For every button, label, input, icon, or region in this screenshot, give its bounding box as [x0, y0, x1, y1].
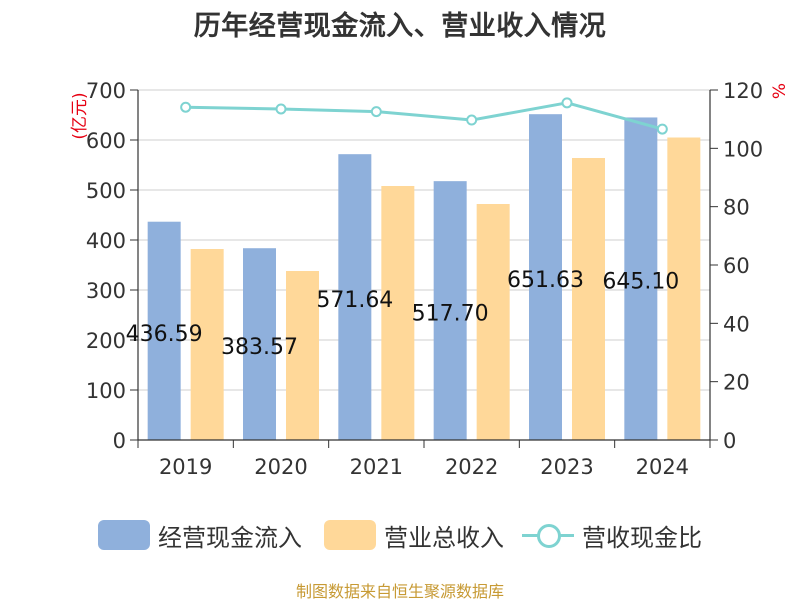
x-axis-tick-label: 2021 — [350, 455, 403, 479]
cash-ratio-point — [466, 114, 478, 126]
cash-inflow-data-label: 651.63 — [507, 268, 584, 293]
cash-ratio-point — [561, 97, 573, 109]
bar-cash-inflow — [624, 117, 658, 440]
bar-total-revenue — [190, 249, 224, 440]
bar-total-revenue — [286, 271, 319, 440]
label-layer: 436.59 383.57 571.64 517.70 651.63 645.10 — [126, 268, 680, 360]
legend-label-total-revenue: 营业总收入 — [384, 523, 504, 552]
data-source-footer: 制图数据来自恒生聚源数据库 — [295, 582, 504, 601]
bar-total-revenue — [572, 158, 605, 440]
x-axis-tick-label: 2020 — [254, 455, 307, 479]
legend-item-cash-inflow[interactable]: 经营现金流入 — [98, 515, 302, 555]
right-axis-tick-label: 40 — [723, 312, 750, 336]
right-axis-unit-label: % — [770, 83, 790, 99]
chart-legend: 经营现金流入 营业总收入 营收现金比 — [0, 515, 800, 555]
bar-cash-inflow — [147, 221, 181, 440]
bar-total-revenue — [476, 204, 510, 440]
bar-cash-inflow — [338, 154, 372, 440]
bar-total-revenue — [667, 137, 701, 440]
cash-ratio-point — [180, 101, 192, 113]
cash-inflow-data-label: 383.57 — [221, 335, 298, 360]
left-axis-tick-label: 600 — [86, 129, 126, 153]
right-axis-tick-label: 120 — [723, 79, 763, 103]
left-axis-tick-label: 200 — [86, 329, 126, 353]
bar-total-revenue — [381, 186, 415, 440]
cash-ratio-point — [656, 123, 668, 135]
cash-inflow-data-label: 571.64 — [316, 288, 393, 313]
cash-ratio-point — [275, 103, 287, 115]
cash-ratio-point — [370, 106, 382, 118]
legend-swatch-cash-inflow — [98, 520, 150, 550]
legend-label-cash-inflow: 经营现金流入 — [158, 523, 302, 552]
left-axis-unit-label: (亿元) — [70, 92, 90, 139]
left-axis-tick-label: 0 — [113, 429, 126, 453]
bar-layer — [147, 114, 701, 440]
legend-swatch-total-revenue — [324, 520, 376, 550]
axis-layer: 0 100 200 300 400 500 600 700 0 20 40 60 80 100 120 201… — [70, 79, 790, 479]
x-axis-tick-label: 2024 — [636, 455, 689, 479]
cash-inflow-data-label: 645.10 — [602, 270, 679, 295]
legend-item-total-revenue[interactable]: 营业总收入 — [324, 515, 504, 555]
x-axis-tick-label: 2019 — [159, 455, 212, 479]
x-axis-tick-label: 2022 — [445, 455, 498, 479]
legend-item-cash-ratio[interactable]: 营收现金比 — [522, 515, 702, 555]
chart-title: 历年经营现金流入、营业收入情况 — [193, 11, 607, 42]
bar-cash-inflow — [529, 114, 562, 440]
cash-inflow-data-label: 517.70 — [412, 302, 489, 327]
right-axis-tick-label: 80 — [723, 196, 750, 220]
legend-label-cash-ratio: 营收现金比 — [582, 523, 702, 552]
cash-ratio-line — [184, 101, 664, 131]
line-layer — [180, 97, 668, 135]
right-axis-tick-label: 60 — [723, 254, 750, 278]
x-axis-tick-label: 2023 — [540, 455, 593, 479]
right-axis-tick-label: 20 — [723, 371, 750, 395]
right-axis-tick-label: 100 — [723, 137, 763, 161]
left-axis-tick-label: 400 — [86, 229, 126, 253]
left-axis-tick-label: 300 — [86, 279, 126, 303]
left-axis-tick-label: 100 — [86, 379, 126, 403]
left-axis-tick-label: 700 — [86, 79, 126, 103]
grid-layer — [138, 89, 710, 391]
left-axis-tick-label: 500 — [86, 179, 126, 203]
cash-inflow-data-label: 436.59 — [126, 322, 203, 347]
bar-cash-inflow — [433, 181, 467, 440]
bar-cash-inflow — [243, 248, 276, 440]
legend-line-cash-ratio — [522, 520, 574, 550]
right-axis-tick-label: 0 — [723, 429, 736, 453]
